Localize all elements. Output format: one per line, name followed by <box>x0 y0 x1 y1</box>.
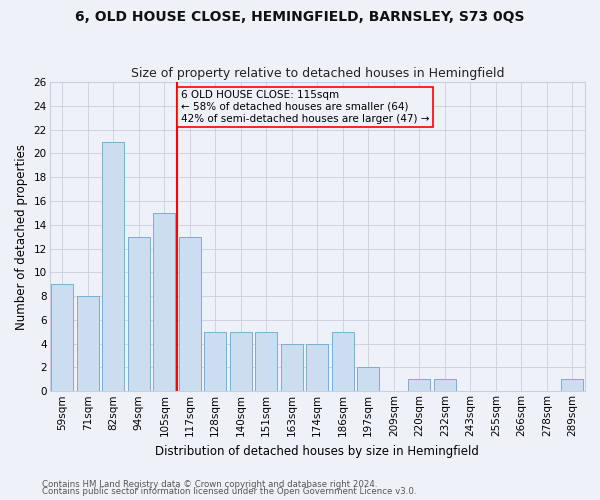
Bar <box>128 236 149 392</box>
Bar <box>256 332 277 392</box>
Bar <box>307 344 328 392</box>
Text: Contains HM Land Registry data © Crown copyright and database right 2024.: Contains HM Land Registry data © Crown c… <box>42 480 377 489</box>
Bar <box>52 284 73 392</box>
Bar <box>154 213 175 392</box>
X-axis label: Distribution of detached houses by size in Hemingfield: Distribution of detached houses by size … <box>155 444 479 458</box>
Bar <box>332 332 353 392</box>
Bar <box>205 332 226 392</box>
Title: Size of property relative to detached houses in Hemingfield: Size of property relative to detached ho… <box>131 66 504 80</box>
Text: 6 OLD HOUSE CLOSE: 115sqm
← 58% of detached houses are smaller (64)
42% of semi-: 6 OLD HOUSE CLOSE: 115sqm ← 58% of detac… <box>181 90 430 124</box>
Text: 6, OLD HOUSE CLOSE, HEMINGFIELD, BARNSLEY, S73 0QS: 6, OLD HOUSE CLOSE, HEMINGFIELD, BARNSLE… <box>75 10 525 24</box>
Bar <box>281 344 302 392</box>
Bar <box>103 142 124 392</box>
Bar <box>179 236 200 392</box>
Text: Contains public sector information licensed under the Open Government Licence v3: Contains public sector information licen… <box>42 487 416 496</box>
Bar <box>409 380 430 392</box>
Bar <box>434 380 455 392</box>
Bar <box>562 380 583 392</box>
Bar <box>230 332 251 392</box>
Y-axis label: Number of detached properties: Number of detached properties <box>15 144 28 330</box>
Bar <box>77 296 98 392</box>
Bar <box>358 368 379 392</box>
